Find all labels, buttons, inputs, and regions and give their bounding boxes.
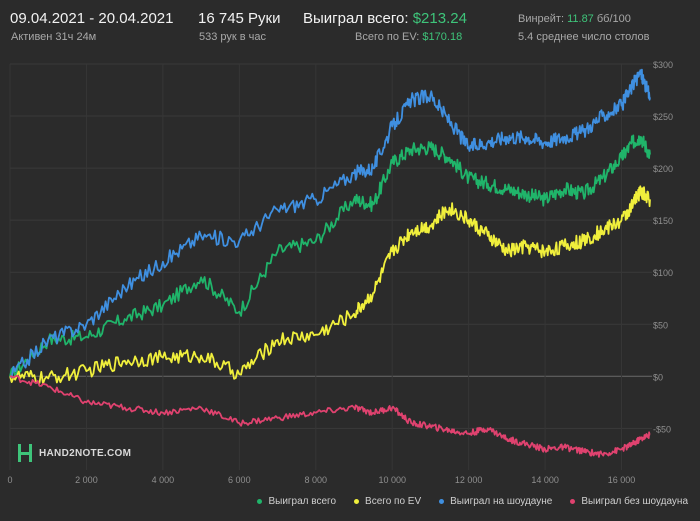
legend-dot-icon	[354, 499, 360, 504]
y-tick-label: $0	[653, 372, 663, 382]
x-tick-label: 2 000	[75, 475, 98, 485]
won-total-value: $213.24	[412, 10, 467, 27]
legend-item[interactable]: Выиграл всего	[257, 496, 336, 507]
legend-dot-icon	[570, 499, 576, 504]
x-tick-label: 16 000	[608, 475, 636, 485]
ev-total: Всего по EV: $170.18	[355, 31, 462, 43]
stats-header: 09.04.2021 - 20.04.2021 Активен 31ч 24м …	[0, 0, 700, 52]
date-range: 09.04.2021 - 20.04.2021	[10, 10, 174, 27]
ev-label: Всего по EV:	[355, 31, 420, 43]
y-tick-label: $300	[653, 60, 673, 70]
x-tick-label: 14 000	[531, 475, 559, 485]
y-tick-label: $150	[653, 216, 673, 226]
won-total: Выиграл всего: $213.24	[303, 10, 467, 27]
winrate: Винрейт: 11.87 бб/100	[518, 13, 631, 25]
legend-item[interactable]: Всего по EV	[354, 496, 421, 507]
legend-label: Всего по EV	[365, 496, 422, 507]
won-total-label: Выиграл всего:	[303, 10, 409, 27]
legend-item[interactable]: Выиграл без шоудауна	[570, 496, 688, 507]
legend-label: Выиграл на шоудауне	[450, 496, 553, 507]
ev-value: $170.18	[422, 31, 463, 43]
winrate-unit: бб/100	[596, 13, 631, 25]
legend-dot-icon	[439, 499, 445, 504]
x-tick-label: 12 000	[455, 475, 483, 485]
y-tick-label: $200	[653, 164, 673, 174]
legend-label: Выиграл всего	[268, 496, 337, 507]
avg-tables: 5.4 среднее число столов	[518, 31, 650, 43]
x-tick-label: 10 000	[378, 475, 406, 485]
hand2note-logo: HAND2NOTE.COM	[17, 443, 131, 463]
series-line	[9, 134, 651, 379]
y-tick-label: $50	[653, 320, 668, 330]
hand2note-logo-text: HAND2NOTE.COM	[39, 447, 132, 459]
hands-count: 16 745 Руки	[198, 10, 281, 27]
winrate-value: 11.87	[567, 13, 594, 25]
hand2note-logo-icon	[18, 444, 32, 462]
x-tick-label: 0	[7, 475, 12, 485]
winrate-label: Винрейт:	[518, 13, 565, 25]
y-tick-label: $250	[653, 112, 673, 122]
x-tick-label: 6 000	[228, 475, 251, 485]
hands-per-hour: 533 рук в час	[199, 31, 267, 43]
chart-legend: Выиграл всего Всего по EV Выиграл на шоуда…	[257, 496, 688, 507]
legend-dot-icon	[257, 499, 263, 504]
y-tick-label: -$50	[653, 424, 671, 434]
legend-item[interactable]: Выиграл на шоудауне	[439, 496, 552, 507]
profit-chart: -$50 $0 $50 $100 $150 $200 $250 $300 0 2 000 4 000…	[7, 60, 673, 485]
series-line	[9, 374, 651, 458]
series-line	[9, 68, 651, 378]
legend-label: Выиграл без шоудауна	[581, 496, 688, 507]
active-time: Активен 31ч 24м	[11, 31, 97, 43]
y-tick-label: $100	[653, 268, 673, 278]
x-tick-label: 4 000	[152, 475, 175, 485]
series-line	[9, 185, 651, 385]
x-tick-label: 8 000	[304, 475, 327, 485]
